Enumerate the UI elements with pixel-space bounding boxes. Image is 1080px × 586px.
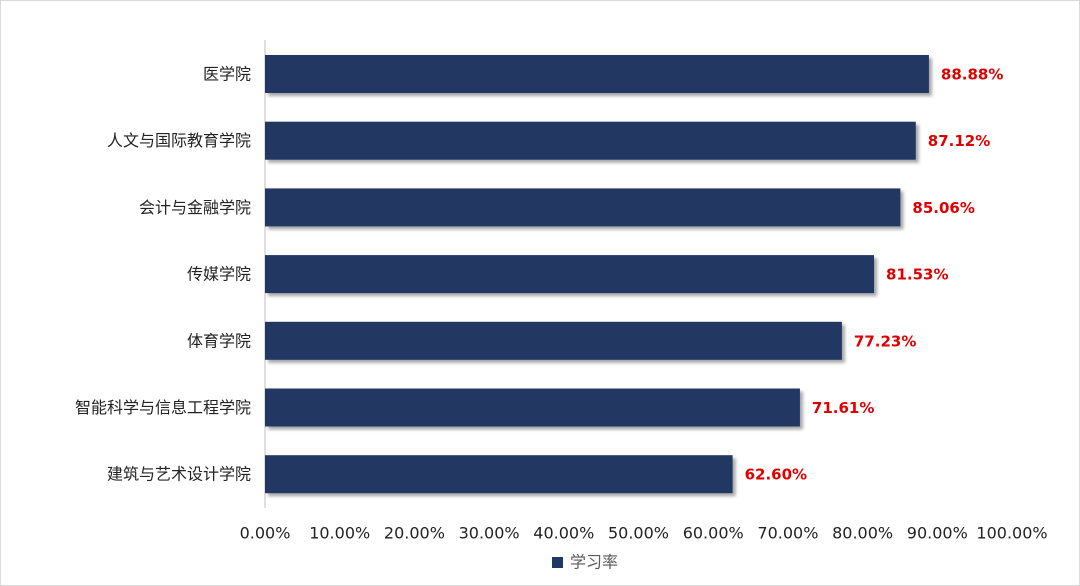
value-label: 85.06% (912, 199, 974, 217)
legend-label: 学习率 (570, 553, 618, 572)
x-tick-label: 80.00% (832, 524, 893, 543)
value-label: 87.12% (928, 132, 990, 150)
x-tick-label: 10.00% (309, 524, 370, 543)
value-label: 88.88% (941, 66, 1003, 84)
x-tick-label: 30.00% (459, 524, 520, 543)
x-tick-label: 40.00% (533, 524, 594, 543)
x-tick-label: 90.00% (907, 524, 968, 543)
legend-swatch (552, 557, 563, 568)
x-tick-label: 50.00% (608, 524, 669, 543)
bar (265, 255, 875, 294)
bar (265, 388, 800, 427)
bar (265, 55, 929, 93)
bar (265, 121, 916, 160)
y-tick-label: 人文与国际教育学院 (107, 131, 251, 150)
y-tick-label: 传媒学院 (187, 265, 251, 284)
value-label: 62.60% (745, 466, 807, 484)
bar (265, 188, 901, 227)
x-tick-label: 70.00% (757, 524, 818, 543)
value-label: 77.23% (854, 332, 916, 350)
x-tick-label: 100.00% (976, 524, 1047, 543)
bar (265, 455, 733, 494)
value-label: 71.61% (812, 399, 874, 417)
y-tick-label: 智能科学与信息工程学院 (75, 398, 251, 417)
x-tick-label: 0.00% (240, 524, 291, 543)
value-label: 81.53% (886, 266, 948, 284)
x-tick-label: 60.00% (683, 524, 744, 543)
y-tick-label: 会计与金融学院 (139, 198, 251, 217)
y-tick-label: 体育学院 (187, 331, 251, 350)
x-tick-label: 20.00% (384, 524, 445, 543)
y-tick-label: 医学院 (203, 65, 251, 84)
y-tick-label: 建筑与艺术设计学院 (107, 465, 251, 484)
bar (265, 321, 842, 360)
